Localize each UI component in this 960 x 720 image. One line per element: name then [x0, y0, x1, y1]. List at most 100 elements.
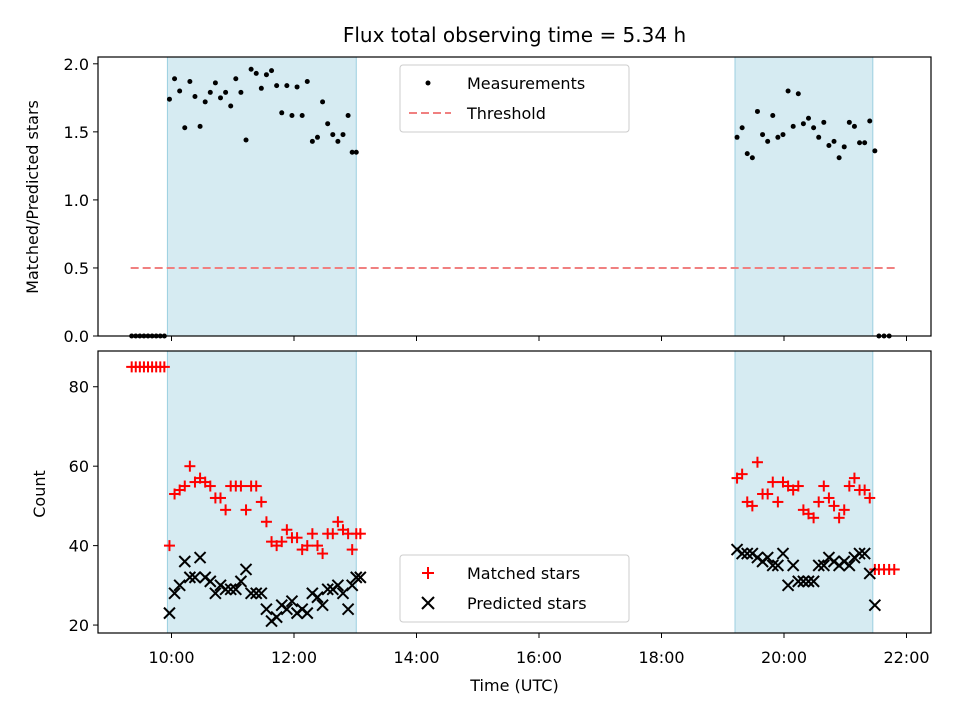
matched-star-point — [346, 544, 358, 556]
predicted-star-point — [183, 571, 197, 584]
legend-matched-marker — [422, 567, 434, 579]
measurement-point — [274, 83, 280, 89]
x-tick-label: 14:00 — [393, 648, 439, 667]
predicted-star-point — [173, 579, 186, 592]
measurement-point — [289, 113, 295, 119]
measurement-point — [314, 134, 320, 140]
predicted-star-point — [350, 571, 363, 584]
legend-predicted-label: Predicted stars — [467, 594, 587, 613]
predicted-star-point — [863, 567, 876, 580]
measurement-point — [826, 142, 832, 148]
matched-star-point — [888, 563, 900, 575]
top-axes-frame — [97, 56, 932, 337]
highlight-band-1 — [166, 56, 357, 337]
measurement-point — [862, 140, 868, 146]
matched-star-point — [240, 504, 252, 516]
matched-star-point — [215, 492, 226, 504]
x-tick-label: 12:00 — [271, 648, 317, 667]
measurement-point — [816, 134, 822, 140]
matched-star-point — [746, 500, 758, 512]
matched-star-point — [255, 496, 267, 508]
x-tick-label: 20:00 — [761, 648, 807, 667]
legend-predicted-marker — [421, 596, 435, 610]
legend-measurements-label: Measurements — [467, 74, 585, 93]
measurement-point — [243, 137, 249, 143]
bottom-panel: 20 40 60 80 10:00 12:00 14:00 16:00 18:00 20:00 2… — [30, 350, 932, 695]
x-tick-label: 22:00 — [883, 648, 929, 667]
predicted-star-point — [735, 547, 749, 560]
measurement-point — [811, 125, 817, 131]
predicted-star-point — [301, 606, 314, 620]
predicted-star-point — [786, 559, 800, 572]
measurement-point — [739, 125, 745, 131]
predicted-star-point — [766, 559, 779, 572]
measurement-point — [299, 113, 305, 119]
matched-star-point — [291, 532, 303, 544]
matched-star-point — [260, 516, 272, 528]
matched-star-point — [354, 528, 366, 540]
matched-star-point — [179, 480, 191, 492]
measurement-point — [353, 149, 359, 155]
predicted-star-point — [341, 602, 355, 616]
x-tick-label: 10:00 — [148, 648, 194, 667]
y-tick-label: 0.5 — [64, 259, 89, 278]
predicted-star-point — [792, 575, 805, 588]
measurement-point — [325, 121, 331, 127]
x-axis-label: Time (UTC) — [469, 676, 558, 695]
x-tick-label: 18:00 — [638, 648, 684, 667]
matched-star-point — [163, 540, 175, 552]
measurement-point — [821, 119, 827, 125]
measurement-point — [330, 132, 336, 138]
matched-star-point — [848, 472, 860, 484]
predicted-star-point — [781, 579, 795, 592]
measurement-point — [192, 93, 198, 99]
predicted-star-point — [178, 555, 191, 568]
predicted-star-point — [812, 559, 825, 572]
y-tick-label: 1.0 — [64, 191, 89, 210]
measurement-point — [765, 138, 771, 144]
y-tick-label: 1.5 — [64, 123, 89, 142]
matched-star-point — [332, 516, 344, 528]
measurement-point — [770, 113, 776, 119]
highlight-band-2 — [734, 56, 874, 337]
matched-star-point — [306, 528, 318, 540]
measurement-point — [320, 99, 326, 105]
matched-star-point — [808, 512, 820, 524]
matched-star-point — [736, 468, 748, 480]
measurement-point — [197, 123, 203, 129]
predicted-star-point — [285, 595, 299, 608]
predicted-star-point — [234, 575, 248, 588]
predicted-star-point — [761, 551, 774, 564]
measurement-point — [294, 84, 300, 90]
measurement-point — [836, 155, 842, 161]
matched-star-point — [250, 480, 262, 492]
matched-star-point — [281, 524, 293, 536]
measurement-point — [800, 121, 806, 127]
measurement-point — [166, 96, 172, 102]
measurement-point — [233, 76, 239, 82]
top-panel: 0.0 0.5 1.0 1.5 2.0 Flux total observing tim… — [23, 23, 932, 346]
measurement-point — [238, 89, 244, 95]
matched-star-point — [818, 480, 830, 492]
predicted-star-point — [250, 587, 263, 600]
predicted-star-point — [219, 583, 232, 596]
legend-measurements-marker — [425, 80, 431, 86]
predicted-star-point — [270, 610, 283, 624]
matched-star-point — [838, 504, 850, 516]
predicted-star-point — [188, 571, 202, 584]
measurement-point — [345, 113, 351, 119]
predicted-star-point — [239, 563, 253, 576]
matched-star-point — [864, 492, 876, 504]
measurement-point — [248, 66, 254, 72]
bottom-y-axis-label: Count — [30, 470, 49, 518]
y-tick-label: 2.0 — [64, 55, 89, 74]
y-tick-label: 80 — [69, 378, 89, 397]
measurement-point — [335, 138, 341, 144]
measurement-point — [309, 138, 315, 144]
matched-star-point — [813, 496, 825, 508]
predicted-star-point — [853, 547, 866, 560]
matched-star-point — [220, 504, 232, 516]
predicted-star-point — [204, 575, 217, 588]
matched-star-point — [301, 540, 313, 552]
measurement-point — [218, 95, 223, 101]
